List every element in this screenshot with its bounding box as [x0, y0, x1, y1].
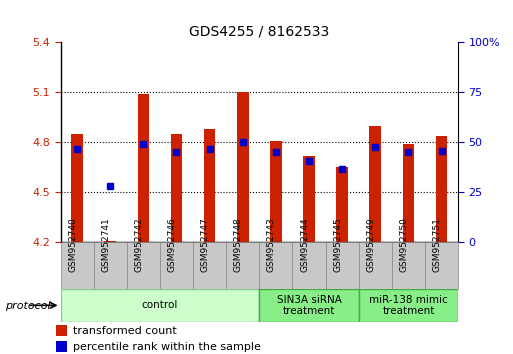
Bar: [61, 242, 94, 289]
Bar: [270, 141, 282, 242]
Text: GSM952746: GSM952746: [167, 217, 176, 272]
Text: control: control: [142, 300, 178, 310]
Text: GSM952749: GSM952749: [366, 217, 376, 272]
Text: GSM952748: GSM952748: [234, 217, 243, 272]
Text: percentile rank within the sample: percentile rank within the sample: [73, 342, 261, 352]
Bar: [55, 325, 67, 336]
Text: GSM952751: GSM952751: [432, 217, 442, 272]
Text: GSM952741: GSM952741: [101, 217, 110, 272]
Bar: [359, 242, 392, 289]
Bar: [326, 242, 359, 289]
Bar: [237, 92, 249, 242]
Bar: [259, 242, 292, 289]
Bar: [171, 134, 182, 242]
Bar: [193, 242, 226, 289]
Text: SIN3A siRNA
treatment: SIN3A siRNA treatment: [277, 295, 342, 316]
Text: GSM952747: GSM952747: [201, 217, 210, 272]
Bar: [71, 134, 83, 242]
Bar: [303, 156, 315, 242]
Title: GDS4255 / 8162533: GDS4255 / 8162533: [189, 24, 329, 39]
Bar: [94, 242, 127, 289]
Bar: [403, 144, 414, 242]
Bar: [292, 242, 326, 289]
Bar: [61, 289, 259, 322]
Bar: [226, 242, 259, 289]
Text: GSM952743: GSM952743: [267, 217, 276, 272]
Text: transformed count: transformed count: [73, 326, 177, 336]
Bar: [436, 136, 447, 242]
Bar: [369, 126, 381, 242]
Text: protocol: protocol: [5, 301, 51, 310]
Bar: [337, 167, 348, 242]
Bar: [105, 241, 116, 242]
Bar: [425, 242, 458, 289]
Bar: [137, 94, 149, 242]
Bar: [259, 289, 359, 322]
Bar: [392, 242, 425, 289]
Bar: [160, 242, 193, 289]
Text: GSM952750: GSM952750: [400, 217, 408, 272]
Text: GSM952740: GSM952740: [68, 217, 77, 272]
Text: GSM952742: GSM952742: [134, 217, 143, 272]
Text: GSM952744: GSM952744: [300, 217, 309, 272]
Bar: [127, 242, 160, 289]
Bar: [204, 129, 215, 242]
Bar: [55, 341, 67, 353]
Text: GSM952745: GSM952745: [333, 217, 342, 272]
Text: miR-138 mimic
treatment: miR-138 mimic treatment: [369, 295, 448, 316]
Bar: [359, 289, 458, 322]
